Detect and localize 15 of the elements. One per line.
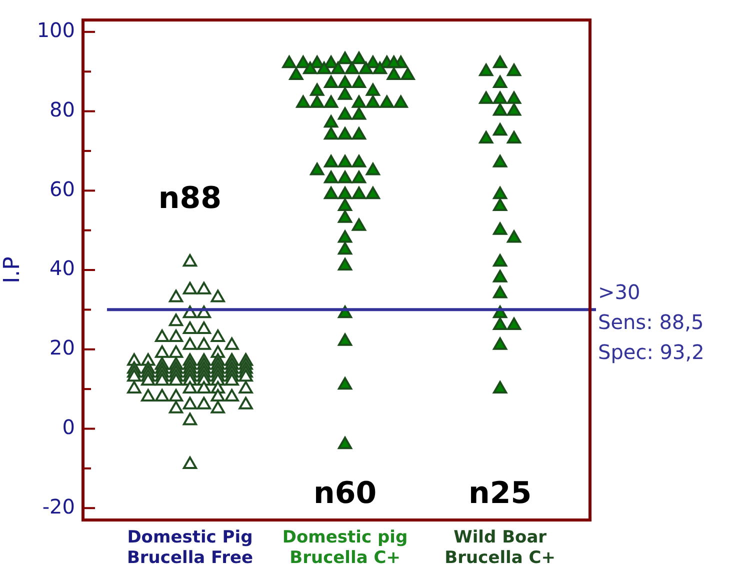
y-tick-label: 100: [36, 18, 75, 42]
ref-line-label: >30 Sens: 88,5 Spec: 93,2: [598, 280, 704, 364]
y-axis-title: I.P: [0, 256, 25, 284]
y-tick-label: 0: [62, 414, 75, 439]
x-tick-label: Domestic Pig Brucella Free: [126, 528, 254, 568]
annotation: n88: [158, 180, 222, 216]
y-tick-label: 40: [50, 256, 75, 280]
x-tick-label: Wild Boar Brucella C+: [444, 528, 556, 568]
y-tick-label: -20: [42, 494, 75, 518]
annotation: n60: [313, 476, 377, 511]
y-tick-label: 80: [50, 97, 75, 122]
x-tick-label: Domestic pig Brucella C+: [282, 528, 408, 568]
y-tick-label: 60: [50, 176, 75, 201]
y-tick-label: 20: [50, 336, 75, 360]
annotation: n25: [468, 476, 532, 511]
